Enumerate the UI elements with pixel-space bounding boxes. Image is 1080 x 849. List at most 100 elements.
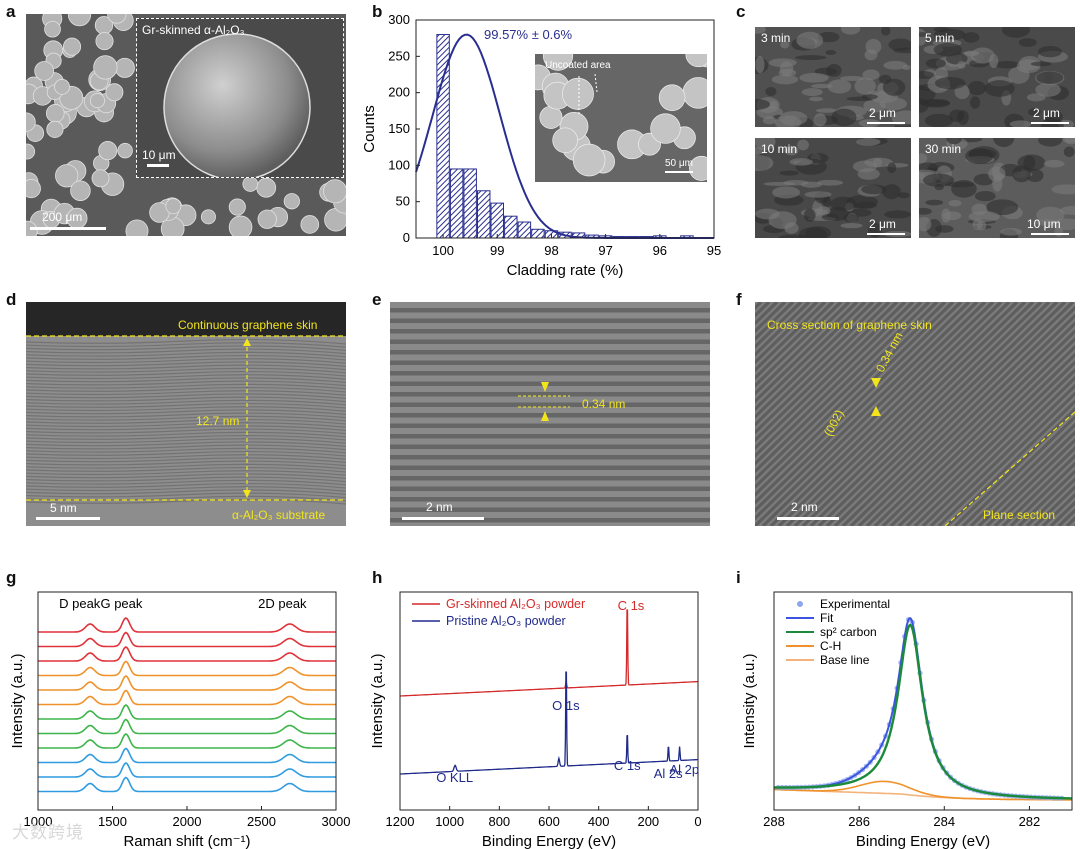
lattice-fringe (26, 386, 346, 393)
surface-feature (843, 213, 859, 223)
lattice-fringe (755, 302, 851, 396)
lattice-fringe (26, 348, 346, 355)
particle (165, 198, 182, 215)
lattice-fringe (26, 412, 346, 419)
y-tick-label: 50 (396, 194, 410, 209)
particle (26, 178, 41, 199)
surface-feature (887, 162, 897, 174)
surface-feature (1036, 206, 1065, 224)
surface-feature (993, 138, 1015, 148)
peak-label: O KLL (436, 770, 473, 785)
surface-feature (988, 166, 1006, 182)
lattice-fringe (1009, 461, 1075, 526)
particle (228, 198, 246, 216)
legend-label: Experimental (820, 597, 890, 611)
arrow-head (243, 338, 251, 346)
lattice-fringe (26, 498, 346, 505)
x-tick-label: 100 (432, 243, 454, 258)
lattice-fringe (26, 415, 346, 422)
lattice-fringe (755, 302, 811, 357)
surface-feature (816, 179, 844, 186)
lattice-fringe (26, 402, 346, 409)
surface-feature (1012, 165, 1031, 183)
lattice-fringe (755, 302, 875, 420)
lattice-fringe (969, 422, 1075, 526)
lattice-fringe (390, 434, 710, 439)
lattice-fringe (26, 342, 346, 348)
lattice-fringe (26, 351, 346, 358)
particle (117, 142, 133, 159)
surface-feature (925, 58, 946, 69)
lattice-fringe (26, 428, 346, 435)
x-tick-label: 284 (933, 814, 955, 829)
legend-swatch (797, 601, 803, 607)
particle (542, 54, 574, 71)
surface-feature (803, 208, 816, 222)
x-tick-label: 800 (488, 814, 510, 829)
x-tick-label: 600 (538, 814, 560, 829)
lattice-fringe (26, 457, 346, 463)
arrow-head (541, 382, 549, 392)
particle (539, 105, 563, 129)
x-tick-label: 96 (653, 243, 667, 258)
surface-feature (923, 173, 955, 187)
lattice-fringe (390, 497, 710, 502)
lattice-fringe (26, 393, 346, 399)
surface-feature (755, 98, 770, 110)
surface-feature (919, 98, 929, 113)
x-tick-label: 99 (490, 243, 504, 258)
surface-feature (813, 113, 827, 127)
surface-feature (1028, 108, 1041, 117)
surface-feature (984, 80, 1015, 97)
surface-feature (873, 158, 882, 167)
surface-feature (855, 201, 877, 209)
lattice-fringe (755, 302, 931, 474)
surface-feature (762, 116, 777, 125)
surface-feature (919, 207, 932, 215)
lattice-fringe (26, 399, 346, 406)
tile-scale-bar (1031, 122, 1069, 124)
panel-label-a: a (6, 2, 16, 21)
lattice-fringe (755, 302, 907, 451)
thickness-label: 12.7 nm (196, 414, 240, 428)
x-tick-label: 3000 (322, 814, 351, 829)
plane-boundary (944, 411, 1075, 526)
scale-label-a: 200 μm (42, 210, 83, 224)
y-tick-label: 0 (403, 230, 410, 245)
lattice-fringe (755, 302, 803, 350)
lattice-fringe (993, 445, 1075, 526)
lattice-fringe (937, 391, 1075, 526)
particle (62, 37, 82, 56)
x-tick-label: 1500 (98, 814, 127, 829)
plot-frame (773, 591, 1073, 811)
surface-feature (755, 55, 765, 74)
lattice-fringe (26, 438, 346, 444)
lattice-fringe (953, 406, 1075, 526)
lattice-fringe (755, 302, 947, 490)
lattice-fringe (26, 354, 346, 361)
peak-label: C 1s (618, 598, 645, 613)
lattice-fringe (755, 302, 971, 513)
lattice-fringe (755, 302, 843, 388)
tile-scale-label: 2 μm (869, 217, 896, 231)
surface-feature (883, 60, 908, 70)
surface-feature (1018, 38, 1037, 47)
surface-feature (919, 32, 929, 38)
lattice-fringe (390, 455, 710, 460)
surface-feature (840, 75, 865, 81)
lattice-fringe (390, 413, 710, 418)
surface-feature (933, 27, 950, 33)
surface-feature (796, 31, 824, 49)
particle (44, 20, 61, 38)
x-tick-label: 2000 (173, 814, 202, 829)
surface-feature (924, 113, 954, 127)
particle (658, 84, 686, 111)
panel-label-i: i (736, 568, 741, 587)
surface-feature (862, 69, 880, 81)
surface-feature (976, 220, 987, 231)
arrow-line (594, 73, 598, 93)
surface-feature (957, 61, 966, 69)
lattice-fringe (26, 482, 346, 489)
lattice-fringe (849, 305, 1075, 526)
sem-tile-10min: 10 min 2 μm (755, 138, 911, 238)
